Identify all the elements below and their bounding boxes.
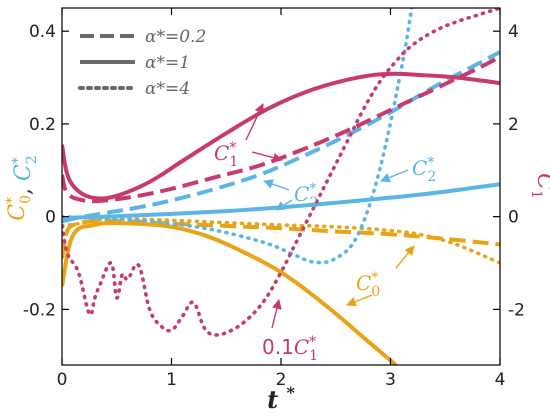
arrow-c1-dashed <box>251 151 283 163</box>
arrow-c2-left-up <box>263 179 290 191</box>
annotation-0.1c1-star: 0.1C* 1 <box>262 334 318 364</box>
x-axis-label-star: * <box>287 383 296 402</box>
x-tick-label: 2 <box>276 370 287 390</box>
arrow-c2-right <box>380 169 409 183</box>
series-01c1-alpha-4-dotted <box>62 8 500 337</box>
y-left-tick-label: 0.2 <box>29 115 56 135</box>
legend-label-dotted: α*=4 <box>145 79 190 99</box>
series-c1-alpha-1-solid <box>62 71 500 201</box>
series-c2-alpha-1-solid <box>62 182 500 221</box>
x-axis-label: t * <box>267 383 295 414</box>
y-axis-left-label: C*0, C*2 <box>4 155 40 221</box>
series-c0-alpha-0p2-dashed <box>62 218 500 259</box>
legend-label-dashed: α*=0.2 <box>145 27 206 47</box>
x-axis-label-base: t <box>267 385 278 414</box>
y-axis-right-label: C*1 <box>528 173 550 199</box>
series-c0-alpha-1-solid <box>62 221 398 365</box>
x-tick-label: 1 <box>166 370 177 390</box>
y-right-tick-label: 2 <box>508 115 519 135</box>
annotations: C* 1 C* 2 C* 2 C* 0 0.1C* 1 <box>214 103 436 364</box>
y-left-tick-label: 0 <box>45 208 56 228</box>
legend: α*=0.2 α*=1 α*=4 <box>78 27 206 99</box>
x-tick-label: 4 <box>495 370 506 390</box>
series-layer <box>62 8 500 365</box>
annotation-c0-star: C* 0 <box>356 270 380 300</box>
arrow-c0-down <box>346 294 373 307</box>
y-left-tick-label: -0.2 <box>23 300 56 320</box>
series-c0-alpha-4-dotted <box>62 217 500 265</box>
arrow-c1-solid <box>245 103 264 141</box>
annotation-c2-star-left: C* 2 <box>294 181 318 211</box>
annotation-c1-star: C* 1 <box>214 140 238 170</box>
series-c1-alpha-0p2-dashed <box>62 54 500 204</box>
y-left-tick-label: 0.4 <box>29 22 56 42</box>
arrow-c2-left-down <box>275 199 293 211</box>
x-tick-label: 0 <box>57 370 68 390</box>
y-right-tick-label: -2 <box>508 300 525 320</box>
ticks-layer: 0 1 2 3 4 -0.2 0 0.2 0.4 -2 0 2 4 <box>23 8 525 390</box>
series-c2-alpha-0p2-dashed <box>62 50 500 224</box>
x-tick-label: 3 <box>385 370 396 390</box>
legend-label-solid: α*=1 <box>145 53 190 73</box>
arrow-c0-up <box>395 245 415 269</box>
y-right-tick-label: 0 <box>508 208 519 228</box>
annotation-c2-star-right: C* 2 <box>412 155 436 185</box>
y-right-tick-label: 4 <box>508 22 519 42</box>
arrow-0.1c1 <box>271 299 282 329</box>
series-c2-alpha-4-dotted <box>62 8 414 265</box>
